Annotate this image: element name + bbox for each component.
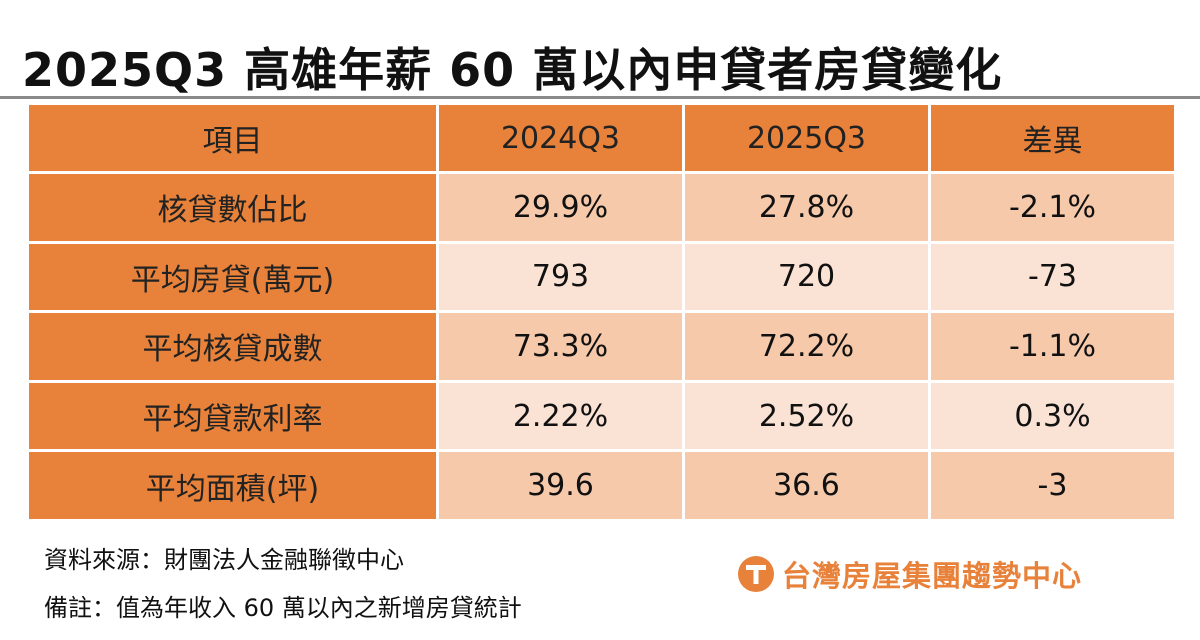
logo-text: 台灣房屋集團趨勢中心 (782, 559, 1083, 593)
cell-2024q3: 73.3% (436, 310, 685, 383)
cell-2025q3: 720 (682, 240, 931, 314)
row-label: 核貸數佔比 (26, 171, 439, 244)
row-label: 平均房貸(萬元) (26, 240, 439, 314)
logo-t-icon (738, 556, 774, 592)
cell-diff: 0.3% (928, 379, 1177, 453)
row-label: 平均核貸成數 (26, 310, 439, 383)
cell-2025q3: 2.52% (682, 379, 931, 453)
cell-2025q3: 72.2% (682, 310, 931, 383)
cell-2024q3: 793 (436, 240, 685, 314)
row-label: 平均貸款利率 (26, 379, 439, 453)
brand-logo: 台灣房屋集團趨勢中心 (738, 552, 1082, 596)
column-header-2024q3: 2024Q3 (436, 102, 685, 174)
table-row: 平均面積(坪) 39.6 36.6 -3 (26, 449, 1177, 522)
table-row: 平均房貸(萬元) 793 720 -73 (26, 240, 1177, 314)
cell-2025q3: 36.6 (682, 449, 931, 522)
cell-2024q3: 39.6 (436, 449, 685, 522)
chart-title: 2025Q3 高雄年薪 60 萬以內申貸者房貸變化 (22, 43, 1003, 97)
table-header-row: 項目 2024Q3 2025Q3 差異 (26, 102, 1177, 174)
column-header-2025q3: 2025Q3 (682, 102, 931, 174)
remark-note: 備註：值為年收入 60 萬以內之新增房貸統計 (44, 594, 522, 622)
cell-diff: -73 (928, 240, 1177, 314)
cell-diff: -1.1% (928, 310, 1177, 383)
table-row: 平均核貸成數 73.3% 72.2% -1.1% (26, 310, 1177, 383)
column-header-diff: 差異 (928, 102, 1177, 174)
source-note: 資料來源：財團法人金融聯徵中心 (44, 546, 404, 574)
cell-2025q3: 27.8% (682, 171, 931, 244)
data-table: 項目 2024Q3 2025Q3 差異 核貸數佔比 29.9% 27.8% -2… (26, 102, 1177, 522)
cell-diff: -3 (928, 449, 1177, 522)
title-divider (0, 96, 1200, 99)
cell-2024q3: 2.22% (436, 379, 685, 453)
cell-2024q3: 29.9% (436, 171, 685, 244)
table-row: 平均貸款利率 2.22% 2.52% 0.3% (26, 379, 1177, 453)
row-label: 平均面積(坪) (26, 449, 439, 522)
column-header-item: 項目 (26, 102, 439, 174)
cell-diff: -2.1% (928, 171, 1177, 244)
table-row: 核貸數佔比 29.9% 27.8% -2.1% (26, 171, 1177, 244)
